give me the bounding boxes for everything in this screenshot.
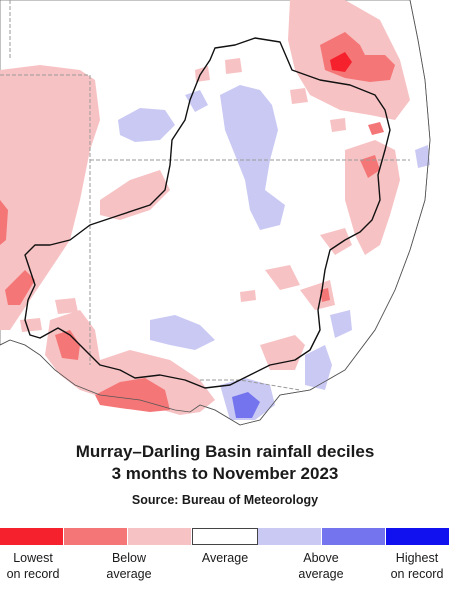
legend-swatch-2 <box>128 528 193 545</box>
coastline <box>0 0 431 426</box>
legend-label-below: Below average <box>106 551 152 581</box>
legend-label-highest: Highest on record <box>390 551 444 581</box>
legend-label-above: Above average <box>298 551 344 581</box>
map-title-line-1: Murray–Darling Basin rainfall deciles <box>75 442 375 461</box>
legend-swatch-1 <box>64 528 129 545</box>
legend-swatch-3 <box>192 528 258 545</box>
state-borders <box>0 0 410 391</box>
much-above-average-regions <box>232 392 260 418</box>
above-average-regions <box>118 85 430 420</box>
source-credit: Source: Bureau of Meteorology <box>131 493 319 507</box>
map-title-line-2: 3 months to November 2023 <box>111 464 339 483</box>
legend-label-lowest: Lowest on record <box>6 551 60 581</box>
legend-swatch-5 <box>321 528 386 545</box>
rainfall-deciles-map <box>0 0 431 426</box>
lowest-on-record-regions <box>330 52 352 72</box>
legend-swatch-6 <box>385 528 450 545</box>
legend-label-average: Average <box>201 551 249 565</box>
legend-swatch-0 <box>0 528 65 545</box>
legend-swatch-4 <box>257 528 322 545</box>
basin-boundary <box>24 37 391 389</box>
legend-color-bar <box>0 528 450 545</box>
